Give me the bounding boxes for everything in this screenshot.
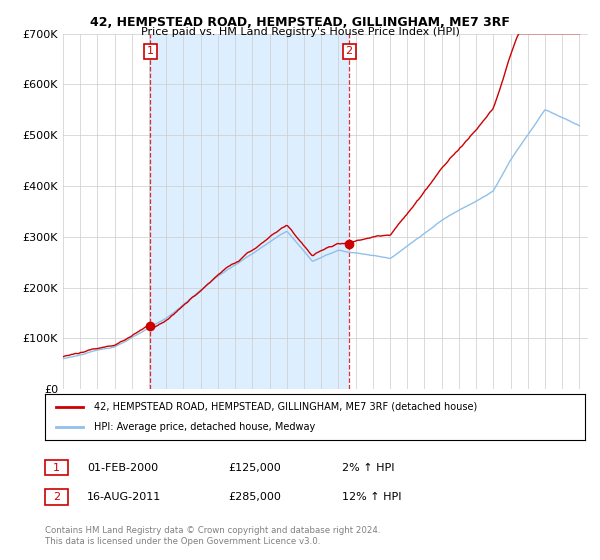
Text: Price paid vs. HM Land Registry's House Price Index (HPI): Price paid vs. HM Land Registry's House … [140, 27, 460, 37]
Text: Contains HM Land Registry data © Crown copyright and database right 2024.
This d: Contains HM Land Registry data © Crown c… [45, 526, 380, 546]
Text: 16-AUG-2011: 16-AUG-2011 [87, 492, 161, 502]
Text: £285,000: £285,000 [228, 492, 281, 502]
Text: 01-FEB-2000: 01-FEB-2000 [87, 463, 158, 473]
Text: 2: 2 [346, 46, 353, 57]
Text: 42, HEMPSTEAD ROAD, HEMPSTEAD, GILLINGHAM, ME7 3RF (detached house): 42, HEMPSTEAD ROAD, HEMPSTEAD, GILLINGHA… [94, 402, 477, 412]
Text: £125,000: £125,000 [228, 463, 281, 473]
Text: 12% ↑ HPI: 12% ↑ HPI [342, 492, 401, 502]
Text: 2% ↑ HPI: 2% ↑ HPI [342, 463, 395, 473]
Text: 1: 1 [147, 46, 154, 57]
Text: 2: 2 [53, 492, 60, 502]
Bar [151, 34, 349, 389]
Text: 1: 1 [53, 463, 60, 473]
Text: 42, HEMPSTEAD ROAD, HEMPSTEAD, GILLINGHAM, ME7 3RF: 42, HEMPSTEAD ROAD, HEMPSTEAD, GILLINGHA… [90, 16, 510, 29]
Text: HPI: Average price, detached house, Medway: HPI: Average price, detached house, Medw… [94, 422, 315, 432]
